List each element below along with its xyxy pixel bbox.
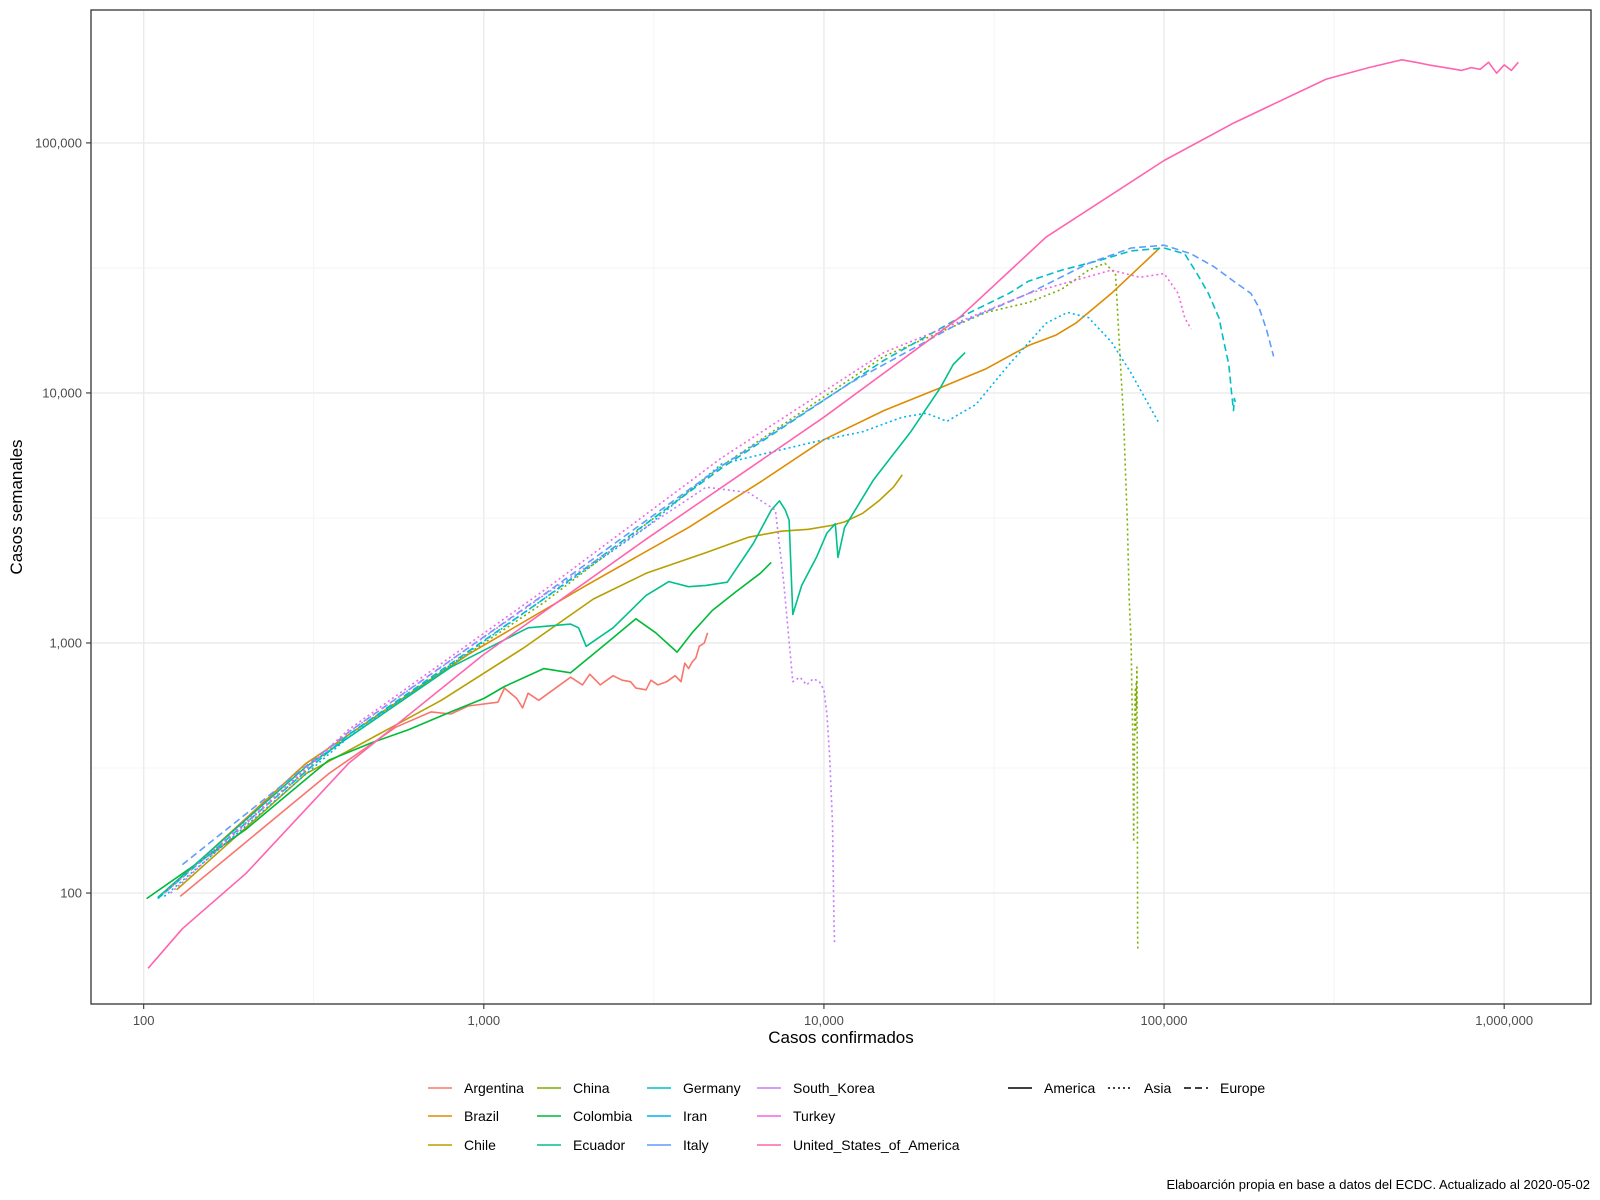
series-line-china (163, 262, 1139, 949)
y-tick-label: 1,000 (49, 636, 82, 651)
caption: Elaboarción propia en base a datos del E… (1167, 1177, 1591, 1192)
legend-label-brazil: Brazil (464, 1108, 499, 1124)
series-line-ecuador (157, 352, 966, 899)
series-line-italy (181, 244, 1275, 866)
legend-label-italy: Italy (683, 1137, 709, 1153)
y-tick-label: 100,000 (35, 135, 82, 150)
legend-label-south_korea: South_Korea (793, 1080, 875, 1096)
x-axis-title: Casos confirmados (768, 1028, 914, 1047)
legend-label-turkey: Turkey (793, 1108, 835, 1124)
y-axis-title: Casos semanales (7, 439, 26, 574)
x-tick-label: 100,000 (1141, 1013, 1188, 1028)
y-axis: 100 1,000 10,000 100,000 (35, 135, 91, 901)
legend-label-ecuador: Ecuador (573, 1137, 625, 1153)
legend: Argentina Brazil Chile China Colombia Ecuador… (428, 1080, 1265, 1153)
series-line-chile (176, 474, 903, 891)
legend-label-chile: Chile (464, 1137, 496, 1153)
y-tick-label: 10,000 (42, 385, 82, 400)
legend-label-colombia: Colombia (573, 1108, 632, 1124)
x-tick-label: 10,000 (804, 1013, 844, 1028)
series-line-south_korea (163, 486, 836, 946)
legend-label-asia: Asia (1144, 1080, 1171, 1096)
legend-label-argentina: Argentina (464, 1080, 524, 1096)
x-tick-label: 1,000 (468, 1013, 501, 1028)
series-lines (146, 59, 1519, 969)
series-line-brazil (163, 247, 1161, 894)
legend-label-germany: Germany (683, 1080, 741, 1096)
grid (91, 10, 1591, 1004)
plot-panel (90, 9, 1592, 1005)
legend-label-europe: Europe (1220, 1080, 1265, 1096)
series-line-colombia (146, 561, 772, 900)
y-tick-label: 100 (60, 886, 82, 901)
series-line-argentina (179, 632, 709, 898)
legend-label-china: China (573, 1080, 610, 1096)
series-line-united_states_of_america (147, 59, 1519, 969)
series-line-turkey (170, 269, 1192, 894)
legend-label-america: America (1044, 1080, 1096, 1096)
legend-label-iran: Iran (683, 1108, 707, 1124)
series-line-germany (157, 247, 1237, 900)
legend-label-united_states_of_america: United_States_of_America (793, 1137, 960, 1153)
x-axis: 100 1,000 10,000 100,000 1,000,000 (133, 1004, 1533, 1028)
x-tick-label: 1,000,000 (1475, 1013, 1533, 1028)
x-tick-label: 100 (133, 1013, 155, 1028)
